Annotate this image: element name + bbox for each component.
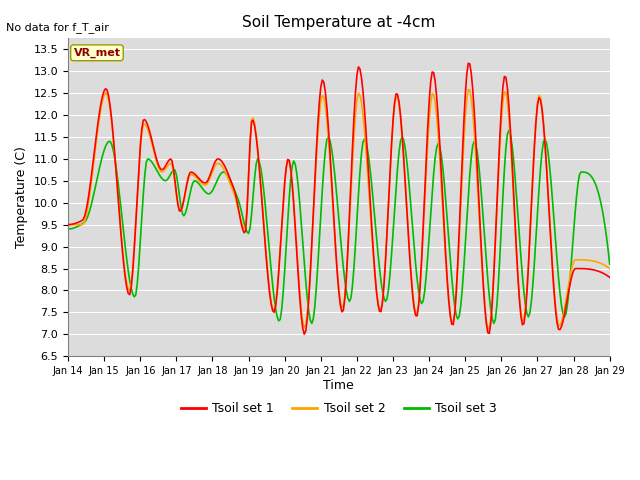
Text: No data for f_T_air: No data for f_T_air (6, 22, 109, 33)
Legend: Tsoil set 1, Tsoil set 2, Tsoil set 3: Tsoil set 1, Tsoil set 2, Tsoil set 3 (175, 397, 502, 420)
X-axis label: Time: Time (323, 379, 354, 392)
Text: VR_met: VR_met (74, 48, 120, 58)
Title: Soil Temperature at -4cm: Soil Temperature at -4cm (242, 15, 436, 30)
Y-axis label: Temperature (C): Temperature (C) (15, 146, 28, 248)
